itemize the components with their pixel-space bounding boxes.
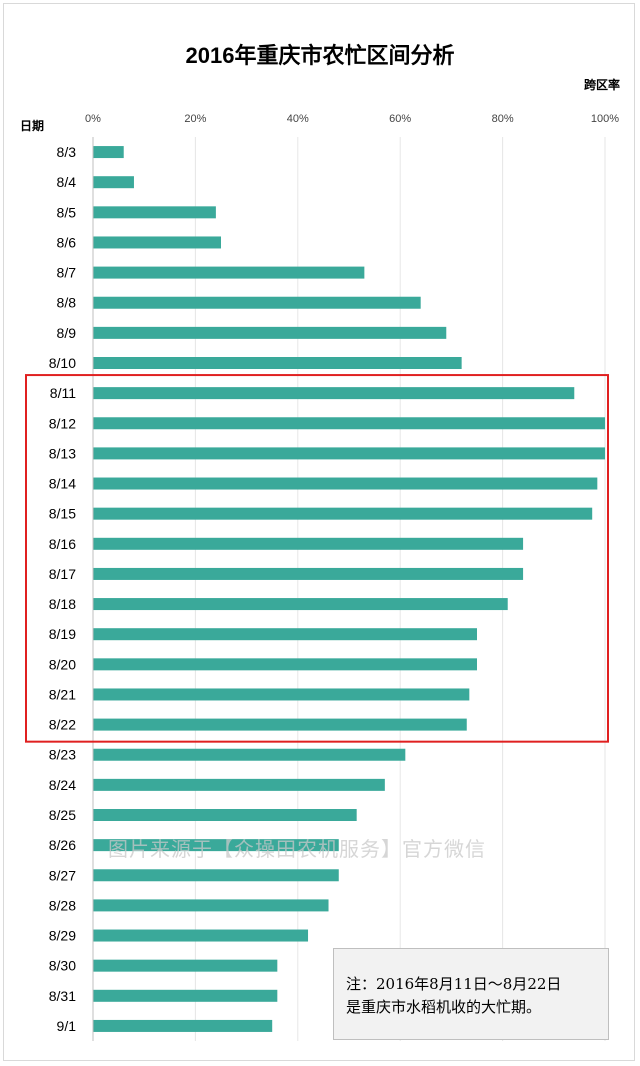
category-label: 8/25: [49, 807, 76, 823]
x-axis-label: 跨区率: [584, 77, 620, 92]
category-label: 8/15: [49, 506, 76, 522]
category-label: 8/6: [57, 234, 77, 250]
bar: [93, 537, 524, 550]
category-label: 8/18: [49, 596, 76, 612]
bar: [93, 507, 593, 520]
category-label: 8/11: [50, 385, 76, 401]
x-tick-label: 100%: [591, 113, 619, 125]
bar: [93, 688, 470, 701]
category-label: 8/3: [57, 144, 77, 160]
category-label: 8/24: [49, 777, 76, 793]
category-label: 8/13: [49, 445, 76, 461]
bar: [93, 959, 278, 972]
category-label: 8/27: [49, 867, 76, 883]
note-line-1: 注：2016年8月11日～8月22日: [346, 975, 562, 993]
bar: [93, 357, 462, 369]
chart-title: 2016年重庆市农忙区间分析: [185, 43, 455, 68]
category-label: 8/21: [49, 686, 76, 702]
note-box: 注：2016年8月11日～8月22日 是重庆市水稻机收的大忙期。: [333, 948, 609, 1040]
y-axis-categories: 8/3 8/4 8/5 8/6 8/7 8/8 8/9 8/10 8/11 8/12 8/13 8/1…: [49, 144, 76, 1034]
bar: [93, 326, 447, 339]
x-tick-label: 40%: [287, 113, 309, 125]
bar: [93, 266, 365, 279]
note-line-2: 是重庆市水稻机收的大忙期。: [346, 998, 542, 1016]
bar: [93, 236, 221, 249]
bar: [93, 869, 339, 882]
bar: [93, 477, 598, 490]
bar: [93, 387, 575, 400]
bar: [93, 447, 605, 460]
bar: [93, 899, 329, 912]
bar: [93, 839, 339, 852]
category-label: 8/29: [49, 928, 76, 944]
x-axis-ticks: 0% 20% 40% 60% 80% 100%: [85, 113, 619, 125]
bar: [93, 146, 124, 159]
x-tick-label: 60%: [389, 113, 411, 125]
bar: [93, 1019, 273, 1032]
bar: [93, 778, 385, 791]
bar: [93, 658, 477, 671]
highlight-box: [25, 374, 609, 743]
category-label: 8/7: [57, 265, 77, 281]
chart-frame: [3, 3, 635, 1061]
bar: [93, 296, 421, 309]
x-tick-label: 0%: [85, 113, 101, 125]
bar: [93, 176, 134, 189]
bar: [93, 206, 216, 219]
category-label: 8/9: [57, 325, 77, 341]
x-tick-label: 20%: [184, 113, 206, 125]
category-label: 8/8: [57, 295, 77, 311]
watermark: 图片来源于【众操田农机服务】官方微信: [108, 837, 486, 861]
category-label: 8/31: [49, 988, 76, 1004]
bar: [93, 718, 467, 731]
category-label: 8/17: [49, 566, 76, 582]
category-label: 8/4: [57, 174, 77, 190]
bar: [93, 417, 605, 430]
category-label: 8/26: [49, 837, 76, 853]
category-label: 8/10: [49, 355, 76, 371]
category-label: 8/16: [49, 536, 76, 552]
category-label: 9/1: [57, 1018, 77, 1034]
bar: [93, 929, 309, 942]
bar: [93, 628, 477, 641]
category-label: 8/20: [49, 656, 76, 672]
bar: [93, 748, 406, 761]
y-axis-label: 日期: [20, 118, 44, 133]
bar: [93, 567, 524, 580]
category-label: 8/14: [49, 476, 76, 492]
category-label: 8/5: [57, 204, 77, 220]
x-tick-label: 80%: [492, 113, 514, 125]
category-label: 8/19: [49, 626, 76, 642]
category-label: 8/30: [49, 958, 76, 974]
category-label: 8/22: [49, 717, 76, 733]
category-label: 8/23: [49, 747, 76, 763]
bar: [93, 809, 357, 821]
bars: [93, 146, 605, 1032]
bar: [93, 989, 278, 1002]
category-label: 8/28: [49, 897, 76, 913]
category-label: 8/12: [49, 415, 76, 431]
bar: [93, 598, 508, 611]
